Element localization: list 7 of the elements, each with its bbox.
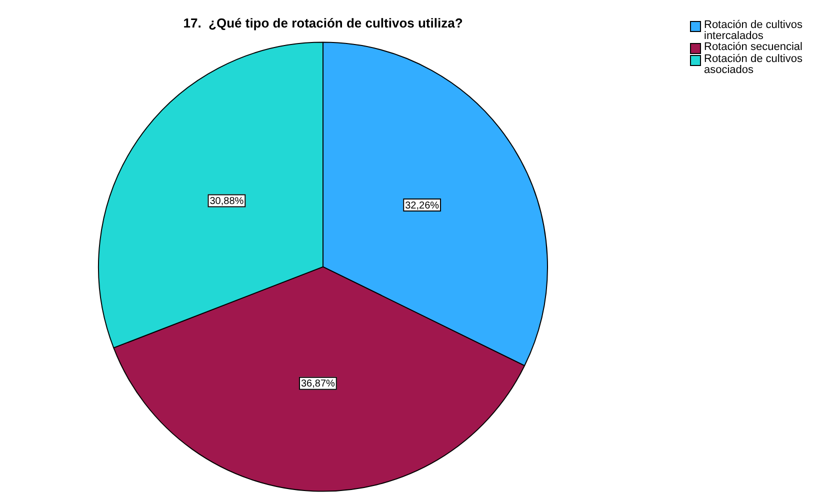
legend-label: Rotación de cultivos intercalados xyxy=(704,19,804,42)
data-label: 30,88% xyxy=(210,196,244,208)
legend-label: Rotación de cultivos asociados xyxy=(704,53,804,76)
data-label: 32,26% xyxy=(405,200,440,212)
legend-label: Rotación secuencial xyxy=(704,41,802,53)
chart-title: 17. ¿Qué tipo de rotación de cultivos utiliza? xyxy=(183,15,463,30)
data-label: 36,87% xyxy=(300,378,336,390)
